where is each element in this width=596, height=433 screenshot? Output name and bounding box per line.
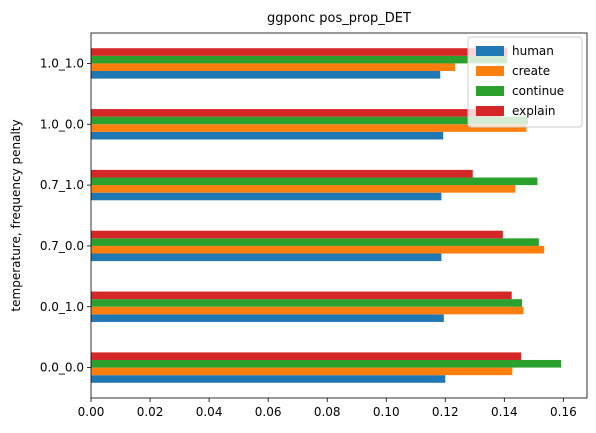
bar-create-1.0_1.0: [91, 63, 456, 72]
bar-create-0.7_1.0: [91, 185, 516, 193]
y-tick-label: 1.0_1.0: [40, 56, 84, 70]
legend-label-human: human: [512, 44, 554, 58]
plot-frame: [90, 32, 588, 399]
bar-explain-0.0_0.0: [91, 352, 522, 360]
x-tick-label: 0.14: [491, 405, 518, 419]
bar-human-0.7_0.0: [91, 253, 442, 262]
x-tick-label: 0.16: [550, 405, 577, 419]
legend: human create continue explain: [467, 36, 583, 128]
legend-label-continue: continue: [512, 84, 564, 98]
bar-continue-1.0_0.0: [91, 116, 528, 125]
bars-group: [91, 48, 562, 383]
bar-create-0.0_1.0: [91, 306, 524, 315]
y-tick-label: 0.7_0.0: [40, 239, 84, 253]
y-axis-label: temperature, frequency penalty: [9, 119, 23, 311]
chart-title: ggponc pos_prop_DET: [267, 11, 411, 26]
bar-continue-1.0_1.0: [91, 55, 508, 64]
bar-create-1.0_0.0: [91, 124, 527, 132]
bar-explain-1.0_1.0: [91, 48, 508, 56]
bar-continue-0.7_0.0: [91, 238, 539, 246]
bar-continue-0.0_1.0: [91, 299, 523, 307]
bar-explain-1.0_0.0: [91, 109, 502, 117]
bar-human-1.0_1.0: [91, 71, 441, 79]
x-tick-label: 0.00: [78, 405, 105, 419]
legend-swatch-create: [476, 66, 504, 76]
x-tick-label: 0.08: [314, 405, 341, 419]
bar-explain-0.7_1.0: [91, 169, 473, 178]
x-tick-label: 0.10: [373, 405, 400, 419]
legend-label-explain: explain: [512, 104, 556, 118]
x-tick-label: 0.06: [255, 405, 282, 419]
bar-explain-0.0_1.0: [91, 291, 512, 300]
bar-human-1.0_0.0: [91, 131, 444, 140]
y-axis-ticks: 0.0_0.0 0.0_1.0 0.7_0.0 0.7_1.0 1.0_0.0 1.0_1…: [40, 56, 91, 375]
bar-continue-0.0_0.0: [91, 359, 562, 368]
legend-label-create: create: [512, 64, 550, 78]
y-tick-label: 0.0_0.0: [40, 361, 84, 375]
x-tick-label: 0.04: [196, 405, 223, 419]
bar-human-0.7_1.0: [91, 192, 442, 201]
x-tick-label: 0.12: [432, 405, 459, 419]
y-tick-label: 0.0_1.0: [40, 300, 84, 314]
legend-swatch-explain: [476, 106, 504, 116]
bar-human-0.0_1.0: [91, 314, 444, 322]
bar-create-0.7_0.0: [91, 245, 545, 254]
y-tick-label: 1.0_0.0: [40, 117, 84, 131]
bar-explain-0.7_0.0: [91, 230, 503, 239]
bar-create-0.0_0.0: [91, 367, 513, 376]
y-tick-label: 0.7_1.0: [40, 178, 84, 192]
legend-swatch-continue: [476, 86, 504, 96]
bar-human-0.0_0.0: [91, 375, 446, 383]
x-tick-label: 0.02: [137, 405, 164, 419]
bar-continue-0.7_1.0: [91, 177, 538, 186]
legend-box: [467, 36, 583, 128]
x-axis-ticks: 0.00 0.02 0.04 0.06 0.08 0.10 0.12 0.14 0.16: [78, 398, 577, 419]
legend-swatch-human: [476, 46, 504, 56]
